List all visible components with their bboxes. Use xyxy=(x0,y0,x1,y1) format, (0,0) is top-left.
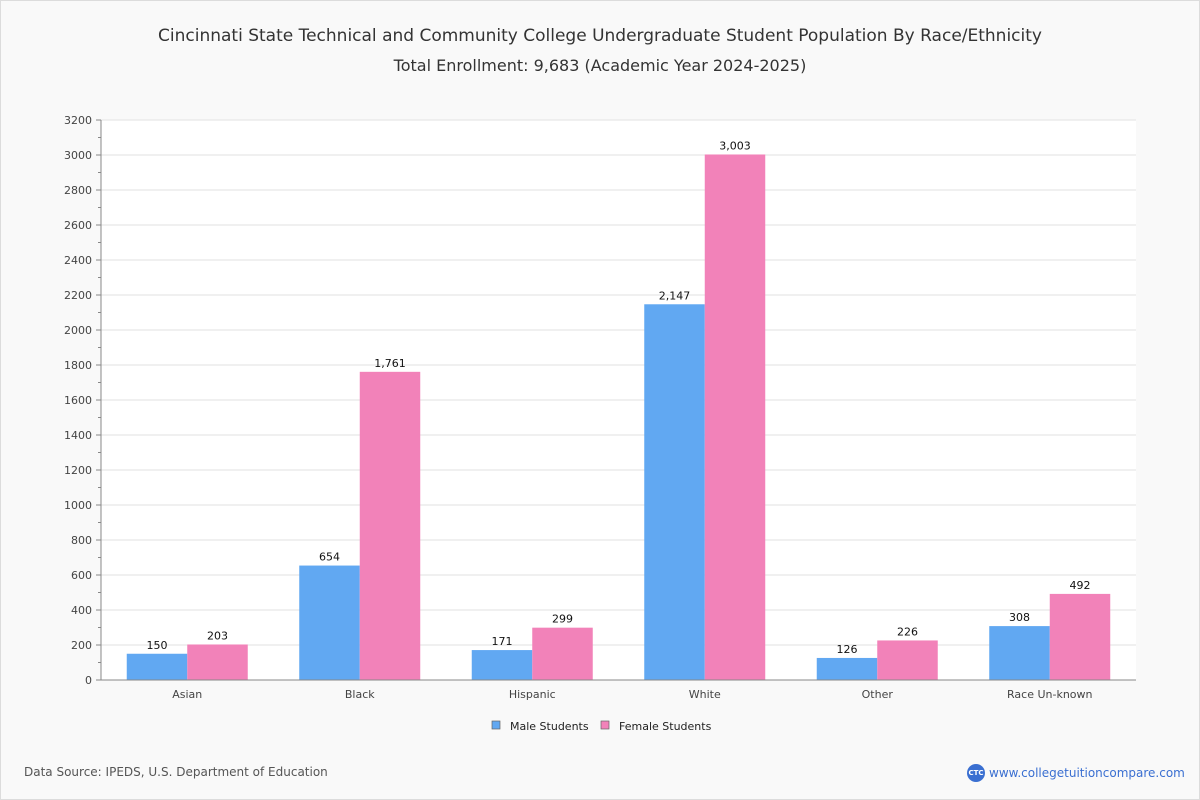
y-tick-label: 0 xyxy=(85,674,92,687)
y-tick-label: 800 xyxy=(71,534,92,547)
data-source: Data Source: IPEDS, U.S. Department of E… xyxy=(24,765,328,779)
data-label: 492 xyxy=(1070,579,1091,592)
x-tick-label: Asian xyxy=(172,688,202,701)
y-tick-label: 400 xyxy=(71,604,92,617)
x-tick-label: Black xyxy=(345,688,375,701)
data-label: 3,003 xyxy=(719,139,751,152)
legend-swatch xyxy=(491,720,501,730)
y-tick-label: 2800 xyxy=(64,184,92,197)
brand-url[interactable]: www.collegetuitioncompare.com xyxy=(989,766,1185,780)
y-tick-label: 3000 xyxy=(64,149,92,162)
y-tick-label: 2600 xyxy=(64,219,92,232)
data-label: 150 xyxy=(147,639,168,652)
y-tick-label: 2400 xyxy=(64,254,92,267)
bar-male-students xyxy=(299,565,360,680)
y-tick-label: 2200 xyxy=(64,289,92,302)
bar-male-students xyxy=(989,626,1050,680)
bar-female-students xyxy=(704,154,766,681)
x-tick-label: White xyxy=(689,688,721,701)
x-tick-label: Other xyxy=(862,688,894,701)
data-label: 299 xyxy=(552,613,573,626)
data-label: 308 xyxy=(1009,611,1030,624)
bar-male-students xyxy=(644,304,705,680)
bar-male-students xyxy=(471,650,533,680)
y-tick-label: 1200 xyxy=(64,464,92,477)
data-label: 126 xyxy=(837,643,858,656)
data-label: 226 xyxy=(897,625,918,638)
x-tick-label: Race Un-known xyxy=(1007,688,1093,701)
y-tick-label: 1400 xyxy=(64,429,92,442)
y-tick-label: 2000 xyxy=(64,324,92,337)
bar-male-students xyxy=(126,653,188,680)
legend-label: Female Students xyxy=(619,720,712,733)
data-label: 171 xyxy=(492,635,513,648)
bar-female-students xyxy=(532,627,593,680)
data-label: 2,147 xyxy=(659,289,691,302)
y-tick-label: 1000 xyxy=(64,499,92,512)
brand-link[interactable]: CTC www.collegetuitioncompare.com xyxy=(967,764,1185,782)
legend-swatch xyxy=(600,720,610,730)
bar-female-students xyxy=(877,640,938,680)
x-tick-label: Hispanic xyxy=(509,688,556,701)
bar-female-students xyxy=(359,371,421,680)
y-tick-label: 600 xyxy=(71,569,92,582)
y-tick-label: 200 xyxy=(71,639,92,652)
brand-logo-icon: CTC xyxy=(967,764,985,782)
legend-label: Male Students xyxy=(510,720,589,733)
data-label: 1,761 xyxy=(374,357,406,370)
chart-subtitle: Total Enrollment: 9,683 (Academic Year 2… xyxy=(393,56,807,75)
y-tick-label: 1800 xyxy=(64,359,92,372)
y-tick-label: 1600 xyxy=(64,394,92,407)
chart-title: Cincinnati State Technical and Community… xyxy=(158,26,1042,46)
bar-male-students xyxy=(816,657,878,680)
data-label: 654 xyxy=(319,551,340,564)
bar-female-students xyxy=(1049,593,1111,680)
y-tick-label: 3200 xyxy=(64,114,92,127)
data-label: 203 xyxy=(207,629,228,642)
bar-female-students xyxy=(187,644,248,680)
